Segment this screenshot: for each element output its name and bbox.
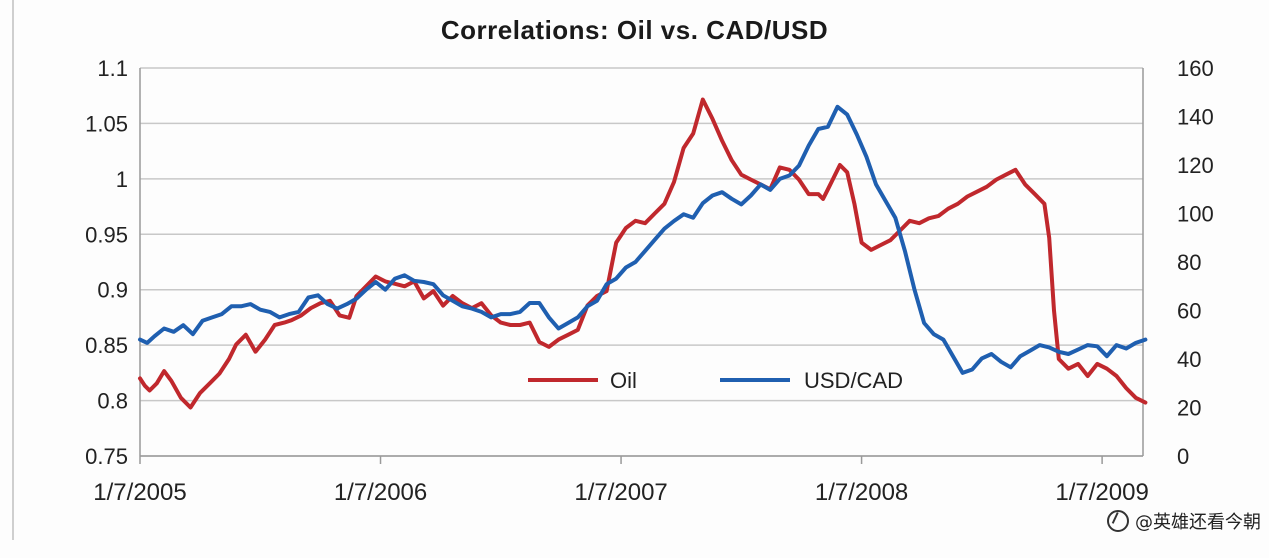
series-line-usd-cad [138, 104, 1148, 375]
axes [139, 68, 1144, 457]
weibo-icon [1107, 510, 1129, 532]
x-axis-ticks: 1/7/2005 1/7/2006 1/7/2007 1/7/2008 1/7/2009 [93, 456, 1149, 506]
gridlines [140, 67, 1143, 457]
series-lines [138, 97, 1148, 410]
left-tick-label: 0.9 [97, 278, 128, 303]
left-axis-ticks: 0.75 0.8 0.85 0.9 0.95 1 1.05 1.1 [85, 56, 128, 469]
right-tick-label: 40 [1177, 347, 1201, 372]
x-tick-label: 1/7/2005 [93, 479, 186, 506]
right-tick-label: 60 [1177, 299, 1201, 324]
left-tick-label: 1.05 [85, 111, 128, 136]
left-tick-label: 0.8 [97, 389, 128, 414]
x-tick-label: 1/7/2006 [334, 479, 427, 506]
right-tick-label: 120 [1177, 153, 1214, 178]
right-tick-label: 80 [1177, 250, 1201, 275]
frame-left-edge [12, 0, 14, 540]
watermark: @英雄还看今朝 [1107, 508, 1261, 534]
legend: Oil USD/CAD [528, 368, 903, 393]
legend-label: Oil [610, 368, 637, 393]
left-tick-label: 1.1 [97, 56, 128, 81]
left-tick-label: 1 [116, 167, 128, 192]
series-line-oil [138, 97, 1148, 410]
right-tick-label: 20 [1177, 396, 1201, 421]
right-tick-label: 160 [1177, 56, 1214, 81]
chart-title: Correlations: Oil vs. CAD/USD [440, 15, 829, 45]
x-tick-label: 1/7/2009 [1055, 479, 1148, 506]
right-axis-ticks: 0 20 40 60 80 100 120 140 160 [1177, 56, 1214, 469]
x-tick-label: 1/7/2008 [815, 479, 908, 506]
right-tick-label: 0 [1177, 444, 1189, 469]
watermark-text: @英雄还看今朝 [1135, 512, 1261, 533]
legend-label: USD/CAD [804, 368, 903, 393]
left-tick-label: 0.75 [85, 444, 128, 469]
x-tick-label: 1/7/2007 [574, 479, 667, 506]
left-tick-label: 0.85 [85, 333, 128, 358]
right-tick-label: 100 [1177, 202, 1214, 227]
right-tick-label: 140 [1177, 105, 1214, 130]
left-tick-label: 0.95 [85, 222, 128, 247]
